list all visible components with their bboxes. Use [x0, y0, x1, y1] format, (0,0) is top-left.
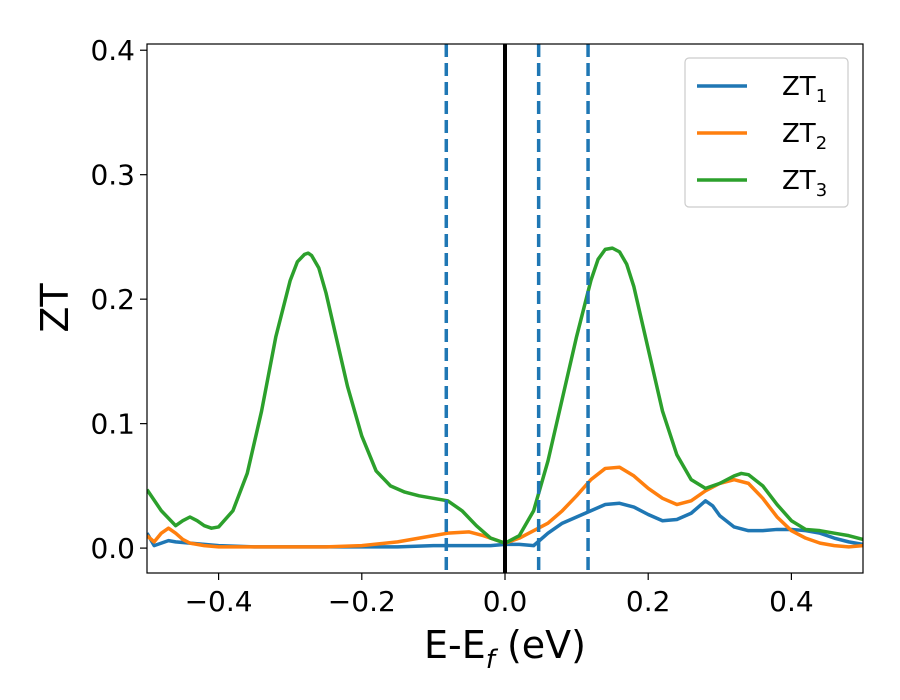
y-tick-label: 0.2: [90, 283, 135, 316]
y-tick-label: 0.4: [90, 34, 135, 67]
y-tick-label: 0.0: [90, 532, 135, 565]
x-tick-label: 0.0: [483, 585, 528, 618]
y-axis-label: ZT: [33, 283, 77, 333]
legend-label-1: ZT1: [782, 72, 827, 107]
x-tick-label: 0.4: [769, 585, 814, 618]
x-tick-label: −0.2: [328, 585, 396, 618]
x-tick-label: 0.2: [626, 585, 671, 618]
legend-box: [684, 57, 849, 208]
series-line-3: [147, 246, 863, 545]
axes: −0.4 −0.2 0.0 0.2 0.4 0.0 0.1 0.2 0.3 0.4: [90, 34, 864, 618]
x-axis-label: E-Ef (eV): [424, 623, 586, 675]
y-tick-label: 0.3: [90, 159, 135, 192]
legend: ZT1 ZT2 ZT3: [684, 57, 849, 208]
y-tick-label: 0.1: [90, 408, 135, 441]
series-line-2: [147, 465, 863, 549]
legend-label-2: ZT2: [782, 119, 827, 154]
legend-label-3: ZT3: [782, 166, 827, 201]
plot-area: [147, 44, 863, 573]
x-tick-label: −0.4: [185, 585, 253, 618]
